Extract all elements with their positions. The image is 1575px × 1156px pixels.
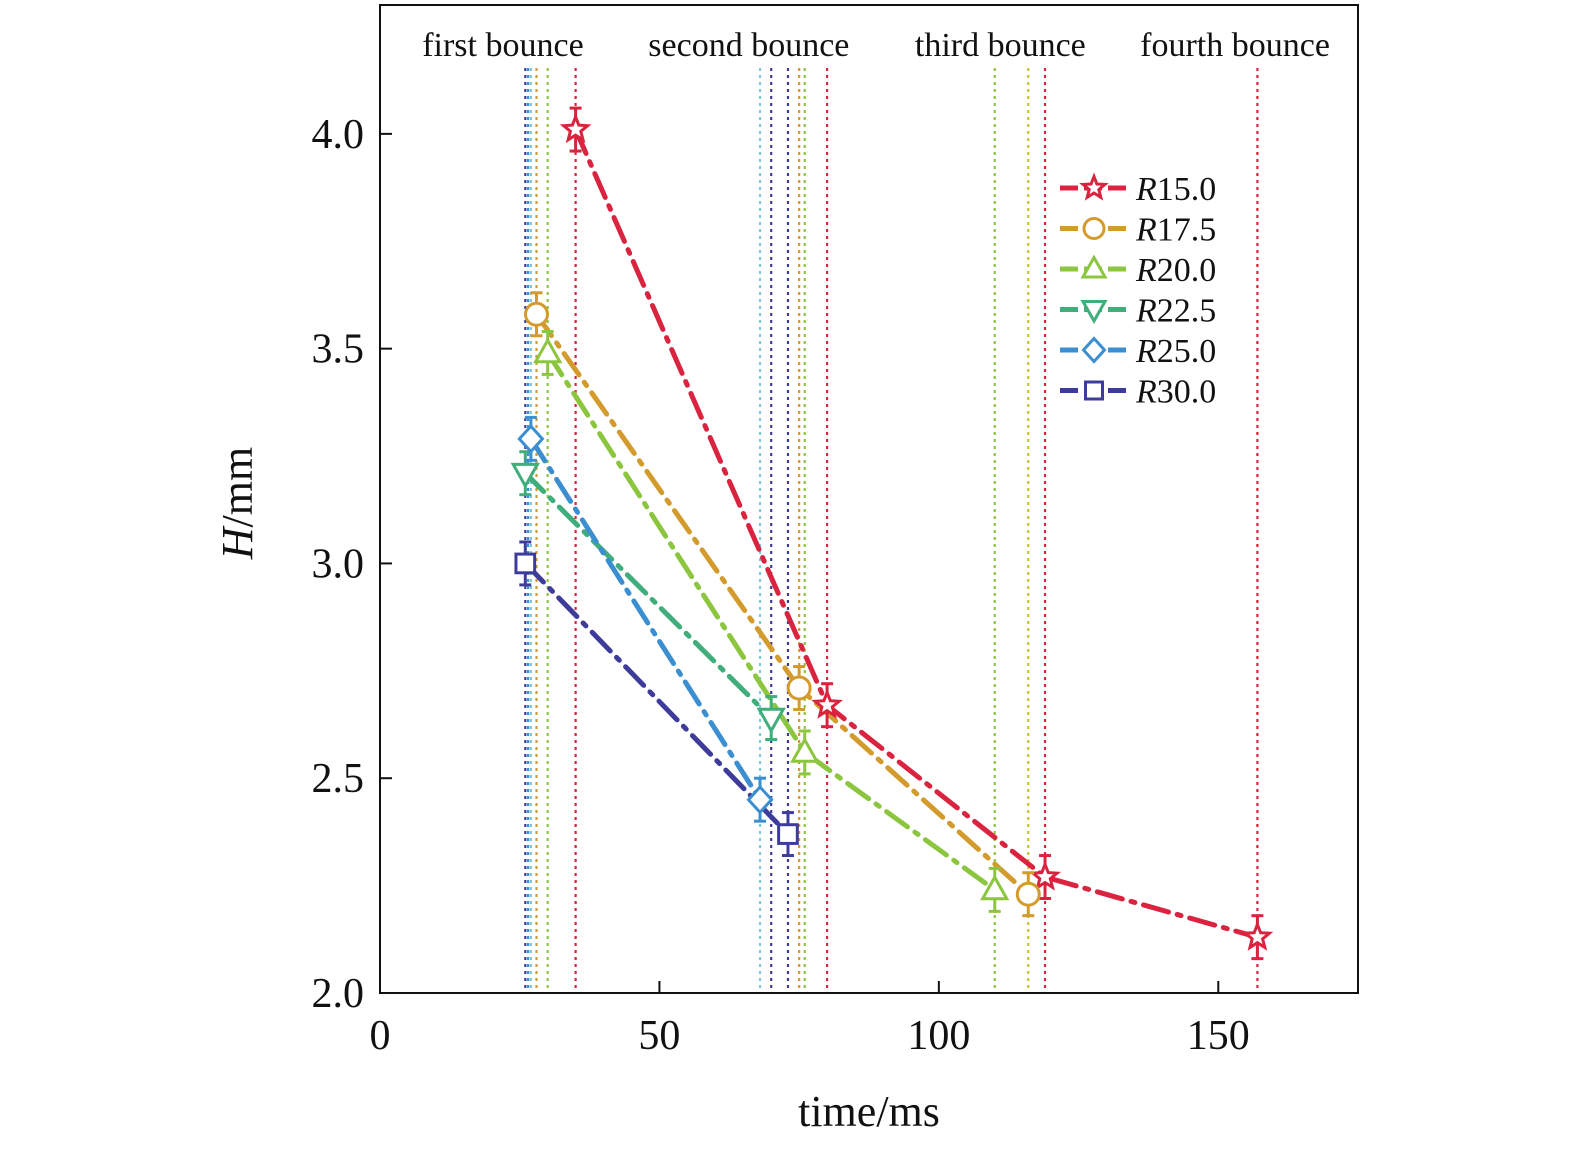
legend-label-R20.0: R20.0 [1135,252,1216,289]
marker-R15.0-1 [811,688,843,719]
marker-R20.0-2 [980,874,1010,901]
marker-R17.5-2 [1015,881,1041,907]
legend-label-R15.0: R15.0 [1135,171,1216,208]
marker-R30.0-1 [777,823,799,845]
y-axis-title-symbol: H [213,525,262,560]
legend-marker-R20.0 [1080,254,1108,279]
marker-R17.5-0 [523,301,549,327]
legend-label-R30.0: R30.0 [1135,374,1216,411]
series-line-R25.0 [528,436,763,803]
series-line-R15.0 [573,127,1260,940]
series-lines [522,127,1260,940]
x-tick-label-3: 150 [1187,1013,1250,1059]
y-tick-label-0: 2.0 [312,971,365,1017]
legend-marker-R15.0 [1079,172,1109,201]
annotation-1: second bounce [648,27,849,64]
legend-marker-R17.5 [1082,217,1106,240]
annotation-3: fourth bounce [1140,27,1330,64]
marker-R22.5-1 [756,707,786,734]
bounce-annotations: first bounce second bounce third bounce fou… [422,27,1330,64]
y-tick-label-1: 2.5 [312,756,365,802]
legend-marker-R30.0 [1084,380,1104,401]
x-tick-label-2: 100 [907,1013,970,1059]
marker-R20.0-1 [790,736,820,763]
marker-R22.5-0 [510,462,540,489]
y-tick-label-3: 3.5 [312,327,365,373]
annotation-2: third bounce [915,27,1086,64]
series-line-R22.5 [522,470,774,721]
legend-label-R25.0: R25.0 [1135,333,1216,370]
y-tick-label-2: 3.0 [312,541,365,587]
marker-R30.0-0 [514,552,537,575]
marker-R20.0-0 [533,337,563,364]
plot-frame [379,4,1359,994]
legend-label-R22.5: R22.5 [1135,293,1216,330]
x-axis-title: time/ms [798,1087,940,1136]
y-axis-title-unit: /mm [213,447,262,528]
marker-R25.0-0 [517,423,545,454]
series-line-R30.0 [522,560,791,837]
legend-marker-R25.0 [1081,336,1107,364]
x-tick-label-0: 0 [370,1013,391,1059]
marker-R17.5-1 [786,675,812,701]
marker-R15.0-3 [1241,920,1274,951]
marker-R15.0-0 [559,112,592,144]
axis-ticks: 0 50 100 150 2.0 2.5 3.0 3.5 4.0 [312,112,1250,1059]
annotation-0: first bounce [422,27,583,64]
y-axis-title: H/mm [213,447,262,560]
legend-marker-R22.5 [1080,300,1108,325]
y-tick-label-4: 4.0 [312,112,365,158]
marker-R15.0-2 [1029,860,1062,891]
x-tick-label-1: 50 [638,1013,680,1059]
marker-R25.0-1 [746,784,774,815]
legend-label-R17.5: R17.5 [1135,212,1216,249]
series-markers [510,106,1274,961]
series-line-R20.0 [545,350,998,893]
